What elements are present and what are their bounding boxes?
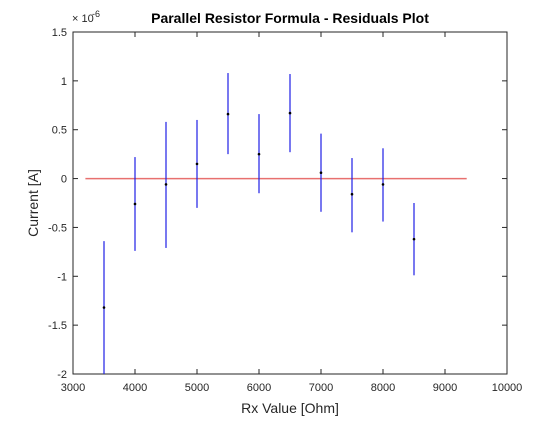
- y-tick-label: 1: [61, 76, 67, 88]
- data-point: [412, 237, 416, 241]
- data-point: [226, 112, 230, 116]
- y-tick-label: -2: [57, 369, 67, 381]
- data-point: [288, 111, 292, 115]
- data-point: [164, 183, 168, 186]
- y-tick-label: -0.5: [48, 222, 67, 234]
- x-tick-label: 7000: [309, 382, 333, 394]
- data-point: [319, 171, 323, 175]
- chart-title: Parallel Resistor Formula - Residuals Pl…: [151, 10, 429, 26]
- y-exponent-base: × 10: [72, 13, 94, 25]
- data-point: [195, 162, 199, 166]
- data-point: [257, 152, 261, 156]
- plot-area: 3000 4000 5000 6000 7000 8000 9000 10000 -2 -1.5 -…: [48, 27, 522, 394]
- y-tick-label: 1.5: [52, 27, 67, 39]
- x-tick-label: 6000: [247, 382, 271, 394]
- y-axis-label: Current [A]: [25, 169, 41, 237]
- x-tick-label: 5000: [185, 382, 209, 394]
- x-tick-label: 4000: [123, 382, 147, 394]
- x-tick-label: 3000: [61, 382, 85, 394]
- data-point: [381, 183, 385, 186]
- data-point: [350, 192, 354, 196]
- y-tick-label: 0.5: [52, 125, 67, 137]
- x-tick-label: 9000: [433, 382, 457, 394]
- x-axis-label: Rx Value [Ohm]: [241, 400, 339, 416]
- y-axis-exponent: × 10 -6: [72, 9, 100, 25]
- data-point: [133, 202, 137, 206]
- y-tick-label: -1.5: [48, 320, 67, 332]
- x-tick-label: 8000: [371, 382, 395, 394]
- x-tick-label: 10000: [492, 382, 523, 394]
- data-point: [102, 306, 106, 309]
- y-exponent-power: -6: [92, 9, 100, 19]
- y-tick-label: -1: [57, 271, 67, 283]
- y-tick-label: 0: [61, 174, 67, 186]
